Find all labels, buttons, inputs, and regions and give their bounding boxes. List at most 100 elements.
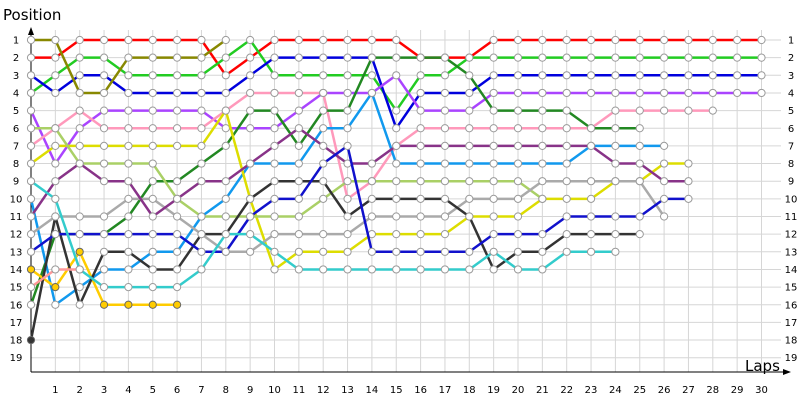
y-tick-label-right: 12 xyxy=(785,230,798,241)
data-point xyxy=(221,247,230,256)
data-point xyxy=(246,124,255,133)
series-4 xyxy=(26,35,230,98)
x-tick-label: 10 xyxy=(268,385,281,396)
data-point xyxy=(75,71,84,80)
data-point xyxy=(440,177,450,186)
data-point xyxy=(392,159,401,168)
data-point xyxy=(465,212,474,221)
y-axis-arrow xyxy=(28,27,34,35)
data-point xyxy=(635,88,644,98)
data-point xyxy=(489,230,498,239)
data-point xyxy=(489,71,498,80)
data-point xyxy=(246,194,255,203)
series-2 xyxy=(26,35,766,115)
data-point xyxy=(124,53,133,62)
series-5 xyxy=(26,71,766,168)
y-tick-label-left: 19 xyxy=(10,353,23,364)
x-tick-label: 3 xyxy=(101,385,107,396)
data-point xyxy=(294,106,303,115)
y-tick-label-right: 3 xyxy=(788,71,794,82)
data-point xyxy=(99,212,109,221)
data-point xyxy=(465,124,474,133)
data-point xyxy=(99,265,109,274)
data-point xyxy=(148,247,157,256)
data-point xyxy=(489,177,498,186)
data-point xyxy=(270,71,279,80)
data-point xyxy=(660,177,669,186)
data-point xyxy=(99,141,109,150)
data-point xyxy=(51,53,60,62)
data-point xyxy=(26,247,36,256)
data-point xyxy=(611,35,620,45)
data-point xyxy=(197,159,206,168)
data-point xyxy=(221,141,230,150)
data-point xyxy=(660,53,669,62)
data-point xyxy=(635,71,644,80)
y-tick-label-right: 9 xyxy=(788,177,794,188)
data-point xyxy=(611,53,620,62)
data-point xyxy=(124,265,133,274)
data-point xyxy=(660,88,669,98)
data-point xyxy=(757,35,766,45)
data-point xyxy=(124,212,133,221)
data-point xyxy=(246,35,255,45)
data-point xyxy=(294,230,303,239)
data-point xyxy=(538,71,547,80)
data-point xyxy=(173,265,182,274)
y-tick-label-left: 12 xyxy=(10,230,23,241)
data-point xyxy=(173,71,182,80)
data-point xyxy=(221,35,230,45)
data-point xyxy=(513,141,523,150)
y-tick-label-left: 8 xyxy=(13,159,19,170)
data-point xyxy=(319,265,328,274)
x-tick-label: 18 xyxy=(463,385,476,396)
data-point xyxy=(586,194,596,203)
data-point xyxy=(392,177,401,186)
y-tick-label-right: 15 xyxy=(785,283,798,294)
data-point xyxy=(538,124,547,133)
series-11 xyxy=(26,124,547,221)
x-tick-label: 4 xyxy=(125,385,131,396)
data-point xyxy=(611,124,620,133)
data-point xyxy=(343,265,352,274)
data-point xyxy=(611,141,620,150)
data-point xyxy=(294,141,303,150)
data-point xyxy=(197,106,206,115)
data-point xyxy=(197,230,206,239)
y-tick-label-left: 5 xyxy=(13,106,19,117)
data-point xyxy=(635,159,644,168)
data-point xyxy=(392,194,401,203)
data-point xyxy=(708,88,717,98)
data-point xyxy=(733,35,742,45)
y-tick-label-left: 14 xyxy=(10,265,23,276)
data-point xyxy=(635,212,644,221)
data-point xyxy=(586,88,596,98)
data-point xyxy=(465,71,474,80)
data-point xyxy=(684,88,693,98)
data-point xyxy=(416,212,425,221)
data-point xyxy=(392,106,401,115)
data-point xyxy=(489,141,498,150)
data-point xyxy=(538,194,547,203)
data-point xyxy=(367,265,376,274)
x-tick-label: 25 xyxy=(633,385,646,396)
data-point xyxy=(684,35,693,45)
data-point xyxy=(708,71,717,80)
data-point xyxy=(562,124,571,133)
data-point xyxy=(294,265,303,274)
data-point xyxy=(51,212,60,221)
data-point xyxy=(221,230,230,239)
y-tick-label-left: 7 xyxy=(13,141,19,152)
data-point xyxy=(221,177,230,186)
y-tick-label-right: 14 xyxy=(785,265,798,276)
data-point xyxy=(465,265,474,274)
data-point xyxy=(416,177,425,186)
data-point xyxy=(562,106,571,115)
data-point xyxy=(51,194,60,203)
data-point xyxy=(562,159,571,168)
x-tick-label: 9 xyxy=(247,385,253,396)
series-14 xyxy=(26,124,693,221)
data-point xyxy=(392,141,401,150)
